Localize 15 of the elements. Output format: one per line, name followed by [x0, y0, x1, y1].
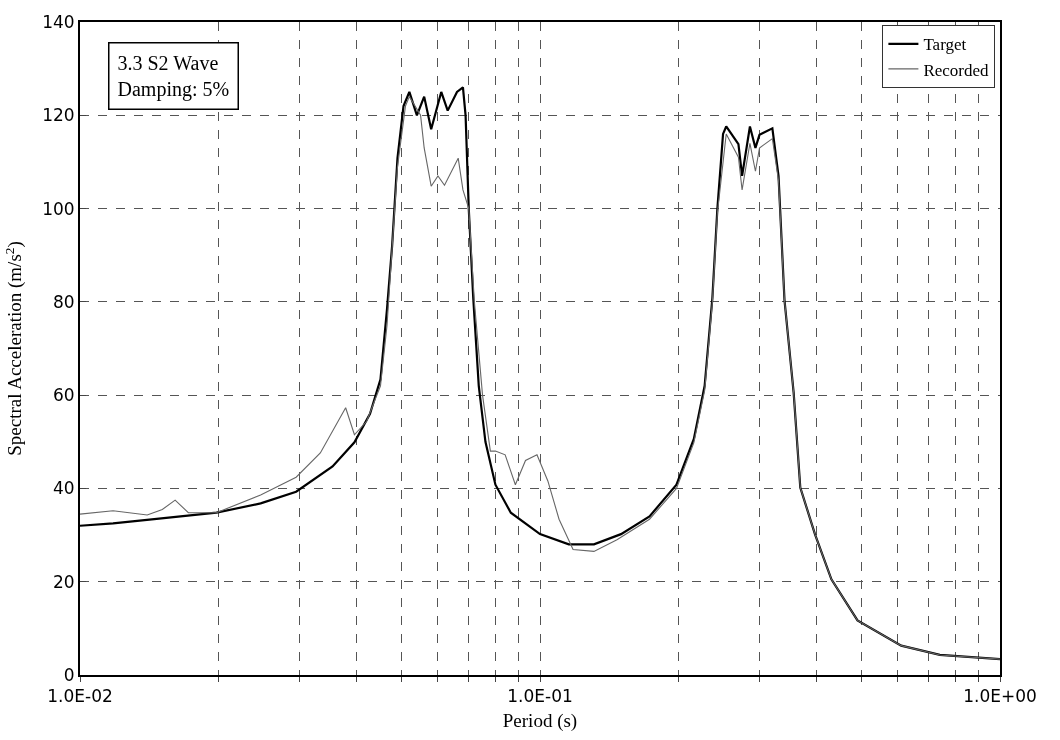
y-tick-label: 80: [52, 291, 75, 312]
y-tick-label: 20: [52, 571, 75, 592]
x-tick-label: 1.0E+00: [963, 686, 1037, 707]
x-tick-label: 1.0E-02: [47, 686, 113, 707]
y-tick-label: 0: [63, 664, 75, 685]
legend-label: Target: [923, 35, 967, 55]
y-tick-label: 40: [52, 478, 75, 499]
y-tick-label: 100: [42, 198, 75, 219]
y-tick-label: 140: [42, 11, 75, 32]
y-tick-label: 60: [52, 385, 75, 406]
x-tick-label: 1.0E-01: [507, 686, 573, 707]
y-tick-label: 120: [42, 105, 75, 126]
annotation: 3.3 S2 Wave Damping: 5%: [117, 51, 230, 101]
x-axis-title: Period (s): [502, 709, 578, 732]
legend-label: Recorded: [923, 60, 990, 80]
